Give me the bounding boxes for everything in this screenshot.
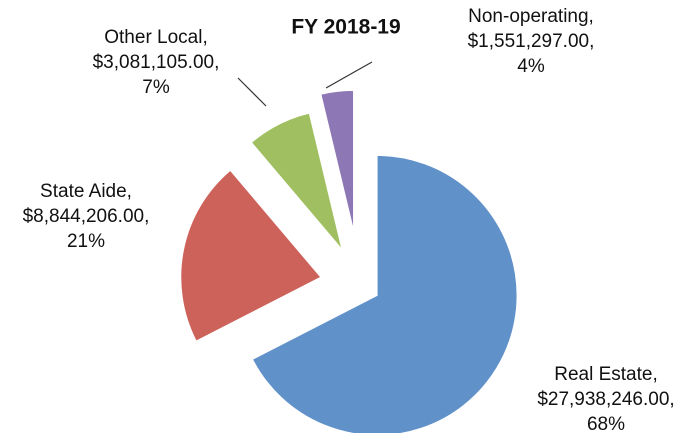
value-label: $1,551,297.00, xyxy=(468,31,595,52)
slice-label: State Aide, xyxy=(40,181,132,202)
value-label: $3,081,105.00, xyxy=(93,52,220,73)
pie-slice xyxy=(320,89,355,231)
pie-slice xyxy=(251,154,518,433)
slice-label: Real Estate, xyxy=(554,364,658,385)
slice-label: Non-operating, xyxy=(468,6,594,27)
leader-line xyxy=(325,61,373,89)
leader-line xyxy=(237,77,267,107)
slice-label: Other Local, xyxy=(104,27,208,48)
percent-label: 4% xyxy=(517,56,545,77)
pie-slice xyxy=(180,169,322,342)
percent-label: 7% xyxy=(142,77,170,98)
percent-label: 21% xyxy=(67,231,105,252)
pie-slice xyxy=(250,112,343,250)
chart-title: FY 2018-19 xyxy=(291,16,400,39)
value-label: $8,844,206.00, xyxy=(23,206,150,227)
value-label: $27,938,246.00, xyxy=(537,389,674,410)
percent-label: 68% xyxy=(587,414,625,433)
